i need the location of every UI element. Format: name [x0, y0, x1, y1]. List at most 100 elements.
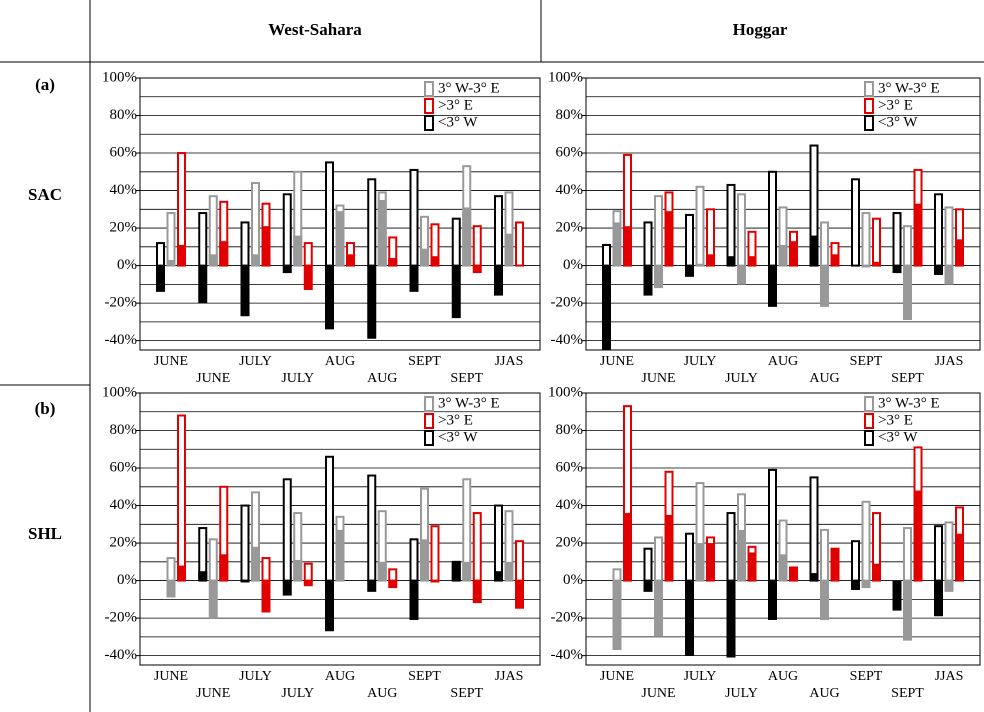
- legend-label: 3° W-3° E: [438, 80, 500, 96]
- x-tick-label: JULY: [684, 354, 717, 369]
- bar-filled: [830, 548, 840, 581]
- bar-filled: [664, 211, 674, 266]
- legend-swatch: [864, 98, 874, 114]
- bar-filled: [451, 265, 461, 319]
- bar-filled: [602, 265, 611, 350]
- legend-swatch: [864, 115, 874, 131]
- x-tick-label: JULY: [281, 686, 314, 701]
- y-tick-label: 100%: [102, 384, 137, 400]
- bar-filled: [913, 203, 923, 266]
- x-tick-label: JUNE: [154, 669, 188, 684]
- bar-outline: [156, 242, 165, 267]
- y-tick-label: -20%: [551, 610, 584, 626]
- bar-outline: [861, 212, 871, 267]
- bar-filled: [208, 254, 218, 266]
- bar-filled: [251, 254, 260, 266]
- bar-filled: [851, 580, 860, 590]
- bar-filled: [472, 580, 482, 604]
- bar-filled: [240, 580, 250, 583]
- y-tick-label: -40%: [551, 647, 584, 663]
- bar-outline: [602, 243, 611, 267]
- bar-filled: [944, 580, 954, 592]
- y-tick-label: 40%: [556, 497, 584, 513]
- legend-swatch: [864, 413, 874, 429]
- bar-filled: [177, 244, 186, 266]
- legend-label: >3° E: [878, 412, 913, 428]
- plot-frame: [585, 392, 981, 666]
- bar-outline: [388, 568, 398, 582]
- bar-filled: [830, 254, 840, 266]
- row-tag: (b): [35, 399, 56, 418]
- legend-label: >3° E: [438, 412, 473, 428]
- y-tick-label: 60%: [110, 144, 138, 160]
- bar-filled: [612, 222, 622, 266]
- bar-outline: [695, 185, 705, 267]
- bar-outline: [643, 547, 653, 582]
- bar-outline: [768, 170, 777, 267]
- y-tick-label: 100%: [102, 69, 137, 85]
- bar-outline: [654, 536, 663, 582]
- bar-filled: [861, 265, 871, 268]
- y-tick-label: 80%: [556, 107, 584, 123]
- legend-swatch: [424, 396, 434, 412]
- bar-outline: [934, 525, 943, 582]
- bar-outline: [903, 225, 912, 267]
- legend-swatch: [424, 115, 434, 131]
- bar-outline: [944, 206, 954, 267]
- bar-filled: [494, 571, 503, 581]
- y-tick-label: 40%: [110, 497, 138, 513]
- bar-outline: [409, 538, 419, 582]
- bar-filled: [494, 265, 503, 296]
- x-tick-label: JULY: [684, 669, 717, 684]
- bar-filled: [177, 565, 186, 581]
- legend-label: >3° E: [438, 97, 473, 113]
- bar-filled: [303, 580, 313, 587]
- bar-filled: [293, 559, 303, 581]
- bar-filled: [335, 211, 345, 266]
- bar-filled: [809, 573, 819, 581]
- bar-filled: [903, 265, 912, 320]
- legend-swatch: [864, 396, 874, 412]
- bar-filled: [335, 529, 345, 581]
- y-tick-label: -40%: [551, 332, 584, 348]
- bar-filled: [789, 241, 798, 266]
- legend-swatch: [424, 413, 434, 429]
- bar-filled: [346, 254, 355, 266]
- bar-outline: [768, 468, 777, 582]
- bar-filled: [778, 554, 788, 581]
- x-tick-label: JUNE: [641, 686, 675, 701]
- bar-outline: [861, 500, 871, 582]
- bar-filled: [430, 256, 440, 266]
- bar-filled: [726, 580, 736, 658]
- bar-outline: [737, 193, 746, 267]
- bar-filled: [388, 580, 398, 589]
- bar-filled: [261, 580, 271, 613]
- plot-frame: [139, 77, 541, 351]
- bar-filled: [706, 254, 715, 266]
- row-tag: (a): [35, 75, 55, 94]
- bar-filled: [934, 580, 943, 617]
- bar-filled: [768, 265, 777, 307]
- bar-filled: [820, 580, 829, 620]
- bar-filled: [789, 567, 798, 581]
- bar-filled: [420, 248, 429, 266]
- y-tick-label: 80%: [110, 107, 138, 123]
- bar-filled: [685, 580, 694, 656]
- bar-filled: [892, 580, 902, 611]
- y-tick-label: 40%: [110, 182, 138, 198]
- bar-outline: [654, 195, 663, 267]
- bar-filled: [913, 490, 923, 581]
- bar-outline: [851, 540, 860, 582]
- bar-outline: [251, 182, 260, 267]
- x-tick-label: SEPT: [408, 669, 441, 684]
- bar-filled: [768, 580, 777, 620]
- bar-filled: [198, 571, 208, 581]
- x-tick-label: JULY: [281, 371, 314, 386]
- bar-outline: [515, 221, 524, 267]
- bar-filled: [747, 256, 757, 266]
- bar-outline: [472, 225, 482, 267]
- bar-outline: [903, 527, 912, 582]
- bar-filled: [685, 265, 694, 277]
- bar-outline: [685, 532, 694, 582]
- x-tick-label: JUNE: [641, 371, 675, 386]
